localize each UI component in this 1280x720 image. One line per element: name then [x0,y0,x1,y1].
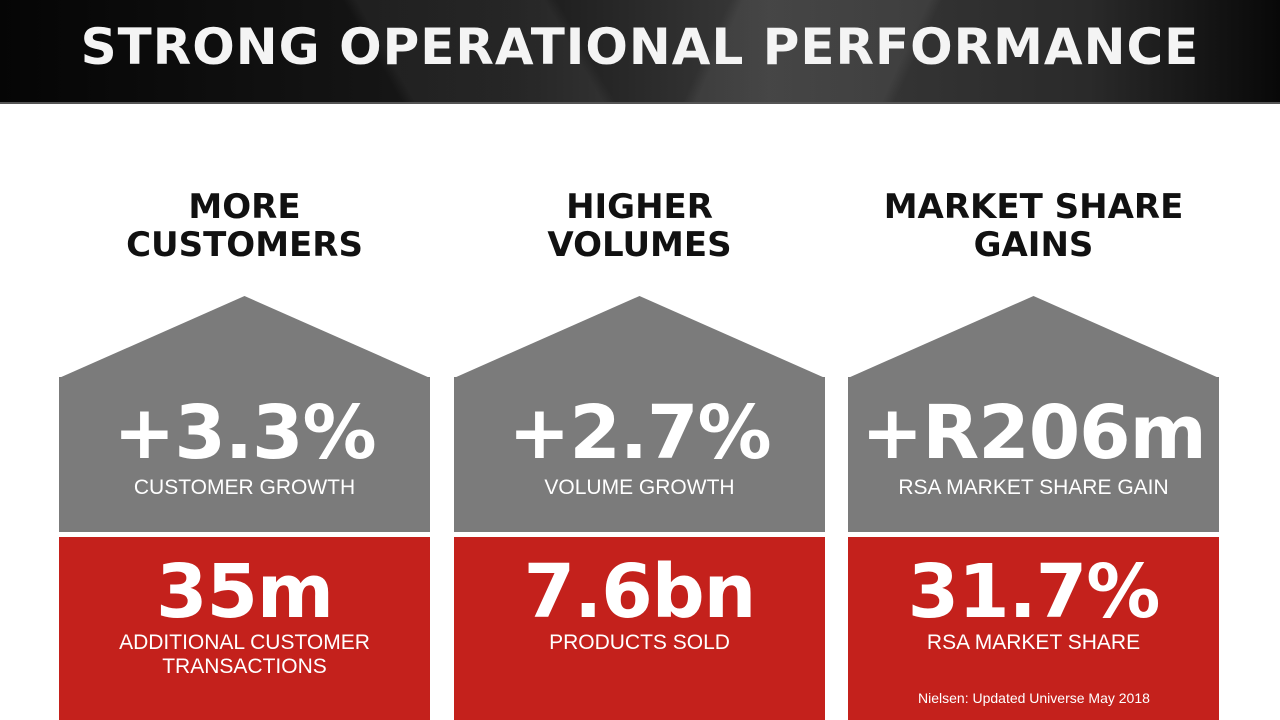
gray-metric-panel: +3.3% CUSTOMER GROWTH [59,377,430,532]
red-metric-panel: 7.6bn PRODUCTS SOLD [454,537,825,720]
red-metric-panel: 35m ADDITIONAL CUSTOMER TRANSACTIONS [59,537,430,720]
market-share-gain-value: +R206m [861,390,1207,476]
column-heading: HIGHER VOLUMES [454,188,825,264]
heading-line-2: CUSTOMERS [126,225,363,265]
red-metric-panel: 31.7% RSA MARKET SHARE [848,537,1219,720]
heading-line-1: MORE [188,187,301,227]
metric-column-customers: MORE CUSTOMERS +3.3% CUSTOMER GROWTH 35m… [59,0,430,720]
market-share-label-line-1: RSA MARKET SHARE [926,631,1141,654]
house-roof-shape [848,296,1219,378]
metric-column-market-share: MARKET SHARE GAINS +R206m RSA MARKET SHA… [848,0,1219,720]
house-roof-shape [454,296,825,378]
volume-growth-label: VOLUME GROWTH [544,476,735,499]
transactions-label: ADDITIONAL CUSTOMER TRANSACTIONS [59,631,430,679]
heading-line-2: VOLUMES [547,225,732,265]
heading-line-1: MARKET SHARE [883,187,1184,227]
house-roof-shape [59,296,430,378]
products-sold-label-line-1: PRODUCTS SOLD [549,631,730,654]
gray-metric-panel: +R206m RSA MARKET SHARE GAIN [848,377,1219,532]
market-share-gain-label: RSA MARKET SHARE GAIN [898,476,1169,499]
transactions-label-line-1: ADDITIONAL CUSTOMER [119,631,370,654]
metric-column-volumes: HIGHER VOLUMES +2.7% VOLUME GROWTH 7.6bn… [454,0,825,720]
customer-growth-value: +3.3% [113,390,376,476]
source-note: Nielsen: Updated Universe May 2018 [918,690,1150,706]
gray-metric-panel: +2.7% VOLUME GROWTH [454,377,825,532]
column-heading: MORE CUSTOMERS [59,188,430,264]
title-banner: STRONG OPERATIONAL PERFORMANCE [0,0,1280,104]
heading-line-2: GAINS [973,225,1094,265]
column-heading: MARKET SHARE GAINS [848,188,1219,264]
heading-line-1: HIGHER [566,187,713,227]
volume-growth-value: +2.7% [508,390,771,476]
products-sold-value: 7.6bn [523,549,757,635]
market-share-value: 31.7% [907,549,1161,635]
transactions-value: 35m [155,549,334,635]
transactions-label-line-2: TRANSACTIONS [162,655,327,678]
market-share-label: RSA MARKET SHARE [848,631,1219,655]
products-sold-label: PRODUCTS SOLD [454,631,825,655]
customer-growth-label: CUSTOMER GROWTH [133,476,356,499]
slide-title: STRONG OPERATIONAL PERFORMANCE [80,18,1200,76]
